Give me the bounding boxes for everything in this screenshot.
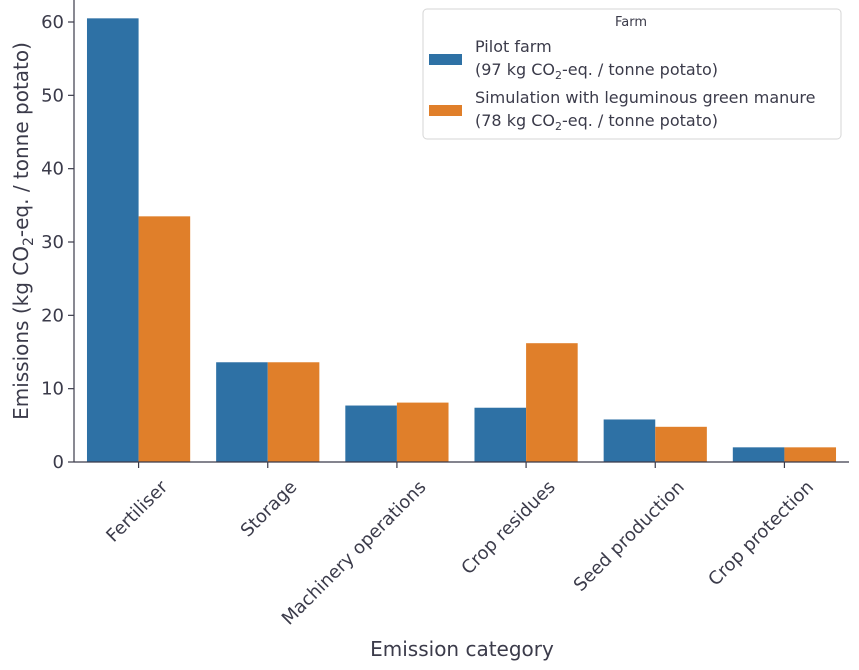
y-tick-label: 40: [41, 159, 64, 180]
bar-series-1-crop-residues: [474, 407, 527, 462]
legend-label-1-line-1: Pilot farm: [475, 37, 552, 56]
y-axis-title-part-1: Emissions (kg CO: [9, 246, 33, 420]
y-axis-title-subscript: 2: [21, 237, 37, 246]
bar-series-1-crop-protection: [732, 447, 785, 462]
y-tick-label: 0: [53, 452, 64, 473]
x-tick-label-machinery-operations: Machinery operations: [278, 477, 431, 630]
bar-series-2-storage: [267, 362, 320, 462]
bar-series-2-seed-production: [655, 426, 707, 462]
x-tick-label-crop-residues: Crop residues: [457, 477, 559, 579]
bar-series-1-fertiliser: [86, 18, 139, 462]
x-axis-title: Emission category: [370, 637, 554, 661]
y-axis-title-part-2: -eq. / tonne potato): [9, 42, 33, 237]
bar-series-2-crop-residues: [526, 343, 578, 462]
legend-swatch-2: [429, 105, 462, 116]
y-tick-label: 30: [41, 232, 64, 253]
legend-frame: [422, 8, 842, 140]
legend: Farm Pilot farm (97 kg CO2-eq. / tonne pot…: [422, 8, 842, 140]
bar-series-1-storage: [216, 362, 268, 462]
x-tick-label-seed-production: Seed production: [570, 477, 689, 596]
bar-series-2-crop-protection: [784, 447, 837, 462]
x-tick-label-crop-protection: Crop protection: [704, 477, 818, 591]
y-tick-label: 10: [41, 379, 64, 400]
x-tick-label-storage: Storage: [237, 477, 302, 542]
bar-series-1-machinery-operations: [345, 405, 397, 462]
legend-title: Farm: [615, 15, 647, 30]
legend-label-1-line-2: (97 kg CO2-eq. / tonne potato): [475, 60, 718, 82]
legend-label-2-line-1: Simulation with leguminous green manure: [475, 88, 816, 107]
bar-series-2-fertiliser: [138, 216, 191, 462]
legend-swatch-1: [429, 54, 462, 65]
bars-layer: [86, 18, 837, 462]
y-tick-label: 60: [41, 12, 64, 33]
y-axis-title: Emissions (kg CO2-eq. / tonne potato): [9, 42, 37, 420]
x-tick-label-fertiliser: Fertiliser: [102, 476, 172, 546]
bar-series-1-seed-production: [603, 419, 656, 462]
legend-label-2-line-2: (78 kg CO2-eq. / tonne potato): [475, 111, 718, 133]
y-tick-label: 50: [41, 85, 64, 106]
bar-series-2-machinery-operations: [396, 402, 449, 462]
y-tick-label: 20: [41, 305, 64, 326]
